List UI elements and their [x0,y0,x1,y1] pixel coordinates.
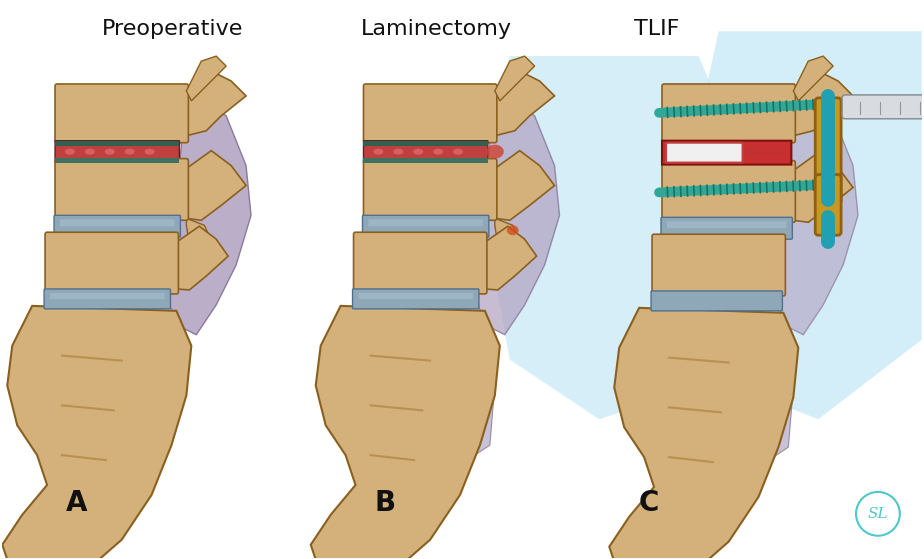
Polygon shape [609,308,798,559]
Ellipse shape [453,149,463,155]
FancyBboxPatch shape [815,174,841,235]
FancyBboxPatch shape [45,232,178,294]
Polygon shape [435,366,495,465]
FancyBboxPatch shape [363,84,497,143]
Ellipse shape [144,149,154,155]
FancyBboxPatch shape [369,219,483,226]
Polygon shape [485,226,537,290]
Polygon shape [794,153,853,222]
Polygon shape [187,71,246,136]
Ellipse shape [486,145,504,159]
Text: C: C [638,489,659,517]
FancyBboxPatch shape [363,158,488,163]
FancyBboxPatch shape [55,159,188,220]
Text: B: B [375,489,396,517]
Polygon shape [187,219,212,250]
Ellipse shape [413,149,423,155]
FancyBboxPatch shape [363,141,488,146]
FancyBboxPatch shape [44,289,170,309]
Ellipse shape [85,149,95,155]
FancyBboxPatch shape [362,215,489,237]
FancyBboxPatch shape [662,160,796,222]
Polygon shape [495,150,554,220]
FancyBboxPatch shape [652,234,785,296]
Polygon shape [794,71,853,136]
FancyBboxPatch shape [662,84,796,143]
Polygon shape [187,150,246,220]
Polygon shape [166,91,251,335]
Polygon shape [689,31,922,419]
Ellipse shape [373,149,383,155]
Polygon shape [794,56,833,101]
Polygon shape [490,56,759,419]
FancyBboxPatch shape [55,84,188,143]
FancyBboxPatch shape [666,143,743,163]
FancyBboxPatch shape [815,98,841,203]
Ellipse shape [65,149,75,155]
FancyBboxPatch shape [661,217,793,239]
FancyBboxPatch shape [667,221,786,228]
Ellipse shape [104,149,115,155]
FancyBboxPatch shape [50,293,164,299]
FancyBboxPatch shape [363,159,497,220]
Polygon shape [2,306,191,559]
FancyBboxPatch shape [651,291,783,311]
Polygon shape [734,368,794,467]
Text: TLIF: TLIF [634,20,679,39]
FancyBboxPatch shape [842,95,924,119]
Polygon shape [495,219,519,250]
Ellipse shape [394,149,403,155]
Ellipse shape [506,225,518,235]
Polygon shape [495,71,554,136]
Polygon shape [176,226,228,290]
Polygon shape [475,91,560,335]
FancyBboxPatch shape [662,141,791,164]
Polygon shape [310,306,500,559]
Text: Preoperative: Preoperative [102,20,243,39]
FancyBboxPatch shape [354,232,487,294]
FancyBboxPatch shape [60,219,175,226]
FancyBboxPatch shape [55,141,179,163]
Ellipse shape [433,149,444,155]
Ellipse shape [125,149,135,155]
FancyBboxPatch shape [363,141,488,163]
FancyBboxPatch shape [54,215,180,237]
Text: Laminectomy: Laminectomy [360,20,512,39]
FancyBboxPatch shape [359,293,473,299]
Polygon shape [495,56,535,101]
FancyBboxPatch shape [55,141,179,146]
FancyBboxPatch shape [55,158,179,163]
FancyBboxPatch shape [353,289,479,309]
Polygon shape [773,91,858,335]
Polygon shape [187,56,226,101]
Text: SL: SL [868,507,888,521]
Text: A: A [67,489,88,517]
